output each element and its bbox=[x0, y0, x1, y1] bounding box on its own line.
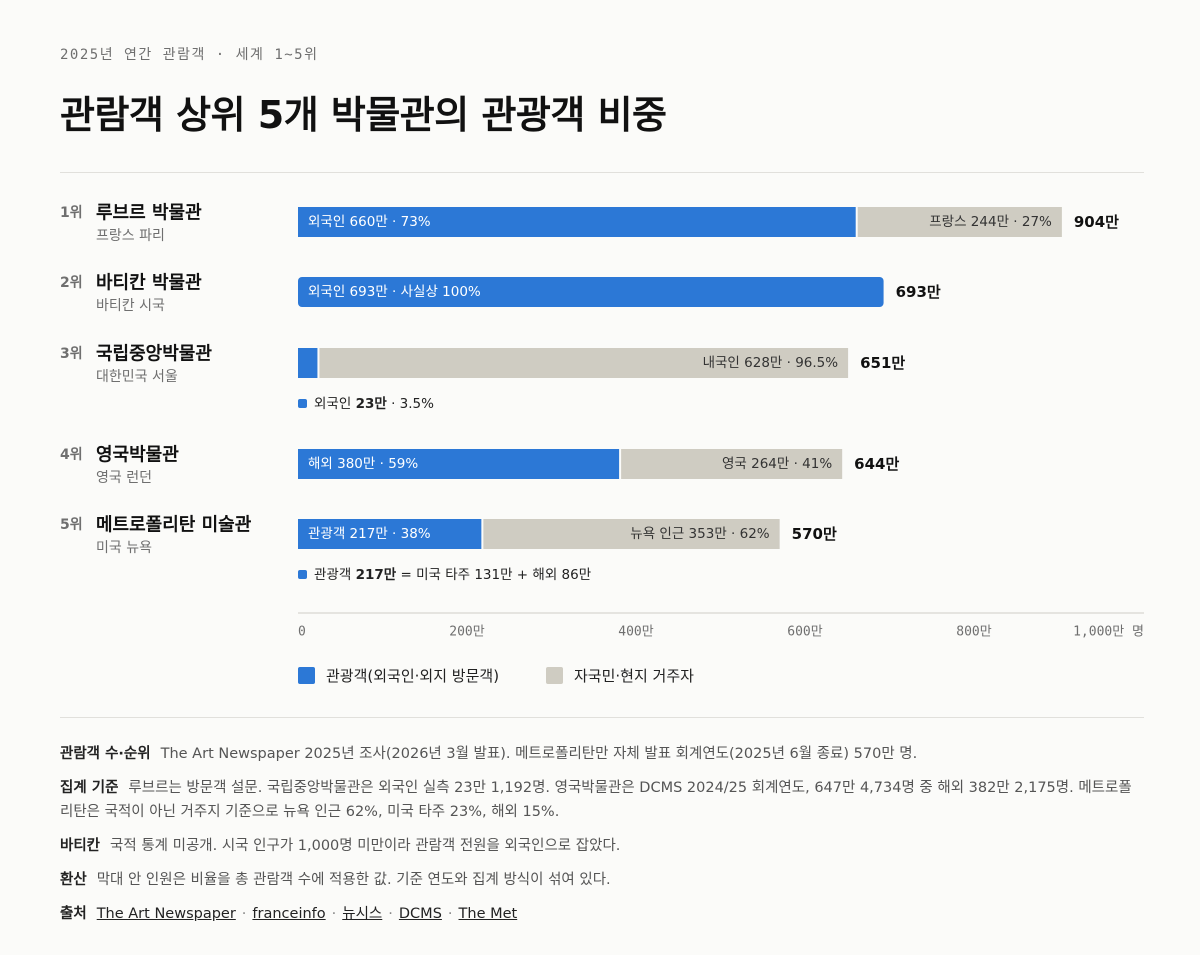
note-vatican: 바티칸 국적 통계 미공개. 시국 인구가 1,000명 미만이라 관람객 전원을… bbox=[60, 834, 1144, 858]
note-conversion: 환산 막대 안 인원은 비율을 총 관람객 수에 적용한 값. 기준 연도와 집계… bbox=[60, 868, 1144, 892]
bar-total-label: 904만 bbox=[1074, 213, 1119, 231]
bar-note: 관광객 217만 = 미국 타주 131만 + 해외 86만 bbox=[314, 567, 591, 583]
bar-note-after: = 미국 타주 131만 + 해외 86만 bbox=[396, 567, 591, 583]
sources-label: 출처 bbox=[60, 906, 87, 922]
source-link-dcms[interactable]: DCMS bbox=[398, 906, 442, 922]
rank-label: 5위 bbox=[60, 517, 83, 533]
note-marker bbox=[298, 399, 307, 408]
museum-location: 대한민국 서울 bbox=[96, 369, 178, 385]
bar-tourist-4 bbox=[298, 449, 620, 479]
legend-label-tourist: 관광객(외국인·외지 방문객) bbox=[326, 667, 499, 685]
bar-note-bold: 217만 bbox=[356, 567, 397, 583]
bar-note-after: · 3.5% bbox=[387, 396, 434, 412]
museum-name: 메트로폴리탄 미술관 bbox=[96, 515, 252, 536]
x-tick-400: 400만 bbox=[618, 625, 653, 640]
separator: · bbox=[331, 906, 337, 922]
rank-label: 2위 bbox=[60, 275, 83, 291]
sources: 출처 The Art Newspaper · franceinfo · 뉴시스 · DCMS ·… bbox=[60, 902, 1144, 926]
museum-location: 미국 뉴욕 bbox=[96, 540, 152, 556]
notes: 관람객 수·순위 The Art Newspaper 2025년 조사(2026년… bbox=[60, 742, 1144, 936]
legend-label-local: 자국민·현지 거주자 bbox=[574, 667, 694, 685]
bar-note-bold: 23만 bbox=[356, 396, 388, 412]
bar-total-label: 644만 bbox=[854, 455, 899, 473]
bar-label-local: 내국인 628만 · 96.5% bbox=[703, 355, 839, 371]
museum-location: 프랑스 파리 bbox=[96, 228, 165, 244]
legend-swatch-local bbox=[546, 667, 563, 684]
x-tick-200: 200만 bbox=[449, 625, 484, 640]
museum-name: 영국박물관 bbox=[96, 445, 179, 466]
separator: · bbox=[388, 906, 393, 922]
bar-total-label: 570만 bbox=[792, 525, 837, 543]
source-link-franceinfo[interactable]: franceinfo bbox=[252, 906, 326, 922]
bar-label-tourist: 관광객 217만 · 38% bbox=[308, 526, 431, 542]
x-tick-1-000: 1,000만 명 bbox=[1073, 625, 1144, 640]
x-tick-800: 800만 bbox=[956, 625, 991, 640]
bar-tourist-5 bbox=[298, 519, 482, 549]
x-tick-0: 0 bbox=[298, 625, 306, 640]
bar-total-label: 693만 bbox=[896, 283, 941, 301]
notes-divider bbox=[60, 717, 1144, 718]
separator: · bbox=[241, 906, 247, 922]
museum-name: 루브르 박물관 bbox=[96, 203, 202, 224]
bar-tourist-3 bbox=[298, 348, 318, 378]
bar-local-3 bbox=[319, 348, 849, 378]
bar-total-label: 651만 bbox=[860, 354, 905, 372]
museum-location: 영국 런던 bbox=[96, 470, 152, 486]
note-text: 루브르는 방문객 설문. 국립중앙박물관은 외국인 실측 23만 1,192명.… bbox=[60, 780, 1132, 820]
kicker: 2025년 연간 관람객 · 세계 1~5위 bbox=[60, 47, 319, 63]
rank-label: 1위 bbox=[60, 205, 83, 221]
note-label: 환산 bbox=[60, 872, 87, 888]
chart-title: 관람객 상위 5개 박물관의 관광객 비중 bbox=[60, 93, 667, 137]
page: 2025년 연간 관람객 · 세계 1~5위 관람객 상위 5개 박물관의 관광… bbox=[60, 0, 1144, 955]
bar-label-local: 프랑스 244만 · 27% bbox=[929, 214, 1052, 230]
note-text: 막대 안 인원은 비율을 총 관람객 수에 적용한 값. 기준 연도와 집계 방… bbox=[96, 872, 611, 888]
bar-label-local: 뉴욕 인근 353만 · 62% bbox=[630, 526, 770, 542]
source-link-art-newspaper[interactable]: The Art Newspaper bbox=[96, 906, 236, 922]
bar-note: 외국인 23만 · 3.5% bbox=[314, 396, 434, 412]
rank-label: 3위 bbox=[60, 346, 83, 362]
note-marker bbox=[298, 570, 307, 579]
museum-name: 국립중앙박물관 bbox=[96, 344, 212, 365]
bar-label-tourist: 외국인 693만 · 사실상 100% bbox=[308, 284, 481, 300]
rank-label: 4위 bbox=[60, 447, 83, 463]
bar-label-tourist: 외국인 660만 · 73% bbox=[308, 214, 431, 230]
legend-swatch-tourist bbox=[298, 667, 315, 684]
top-divider bbox=[60, 172, 1144, 173]
note-text: 국적 통계 미공개. 시국 인구가 1,000명 미만이라 관람객 전원을 외국… bbox=[110, 838, 621, 854]
x-tick-600: 600만 bbox=[787, 625, 822, 640]
bar-note-before: 외국인 bbox=[314, 396, 356, 412]
note-visitors: 관람객 수·순위 The Art Newspaper 2025년 조사(2026년… bbox=[60, 742, 1144, 766]
separator: · bbox=[447, 906, 453, 922]
note-label: 집계 기준 bbox=[60, 780, 119, 796]
source-link-the-met[interactable]: The Met bbox=[458, 906, 518, 922]
note-label: 바티칸 bbox=[60, 838, 101, 854]
bar-label-tourist: 해외 380만 · 59% bbox=[308, 456, 418, 472]
museum-name: 바티칸 박물관 bbox=[96, 273, 202, 294]
source-link-newsis[interactable]: 뉴시스 bbox=[342, 906, 383, 922]
bar-tourist-1 bbox=[298, 207, 856, 237]
bar-local-1 bbox=[857, 207, 1062, 237]
bar-note-before: 관광객 bbox=[314, 567, 356, 583]
note-label: 관람객 수·순위 bbox=[60, 746, 151, 762]
note-method: 집계 기준 루브르는 방문객 설문. 국립중앙박물관은 외국인 실측 23만 1,… bbox=[60, 776, 1144, 824]
bar-tourist-2 bbox=[298, 277, 884, 307]
museum-location: 바티칸 시국 bbox=[96, 298, 165, 314]
note-text: The Art Newspaper 2025년 조사(2026년 3월 발표).… bbox=[160, 746, 918, 762]
bar-local-4 bbox=[621, 449, 843, 479]
bar-label-local: 영국 264만 · 41% bbox=[722, 456, 832, 472]
bar-local-5 bbox=[483, 519, 780, 549]
